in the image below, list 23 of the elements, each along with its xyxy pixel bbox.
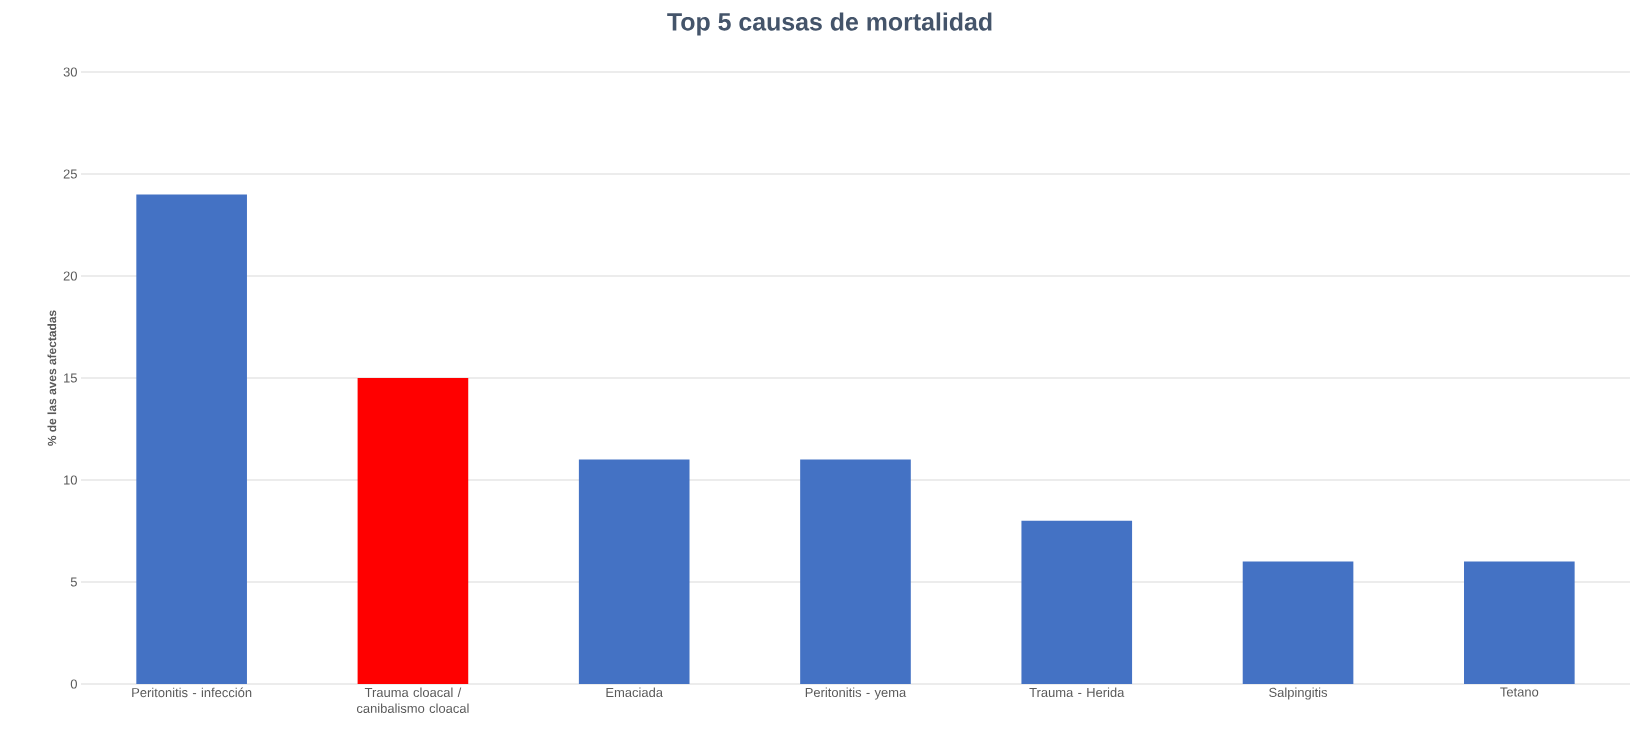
x-tick-label: Emaciada [606, 687, 663, 698]
x-tick-label: Trauma - Herida [1029, 687, 1125, 698]
x-tick-label: Tetano [1500, 687, 1539, 697]
bar [578, 459, 690, 684]
y-tick-label: 30 [63, 67, 77, 77]
bar [136, 194, 247, 684]
bar [357, 378, 469, 684]
x-tick-label: Salpingitis [1269, 687, 1328, 700]
x-tick-label: Peritonitis - infección [132, 687, 252, 698]
bar [1464, 561, 1575, 684]
y-tick-label: 5 [70, 577, 77, 587]
y-tick-label: 20 [63, 271, 77, 281]
bar [800, 459, 911, 684]
y-tick-label: 10 [64, 475, 77, 485]
y-tick-label: 25 [63, 169, 77, 179]
y-tick-label: 0 [70, 679, 77, 689]
bar [1242, 561, 1354, 684]
x-tick-label: Peritonitis - yema [805, 687, 907, 700]
y-axis-title: % de las aves afectadas [47, 310, 57, 446]
chart-title: Top 5 causas de mortalidad [667, 12, 992, 36]
bar [1021, 520, 1133, 684]
y-tick-label: 15 [64, 373, 77, 383]
x-tick-label: Trauma cloacal / canibalismo cloacal [356, 687, 469, 713]
